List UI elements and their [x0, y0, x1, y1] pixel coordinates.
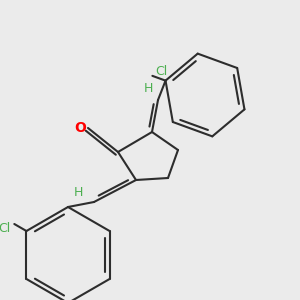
Text: Cl: Cl: [0, 221, 10, 235]
Text: H: H: [143, 82, 153, 94]
Text: O: O: [74, 121, 86, 135]
Text: Cl: Cl: [155, 65, 168, 78]
Text: H: H: [73, 185, 83, 199]
